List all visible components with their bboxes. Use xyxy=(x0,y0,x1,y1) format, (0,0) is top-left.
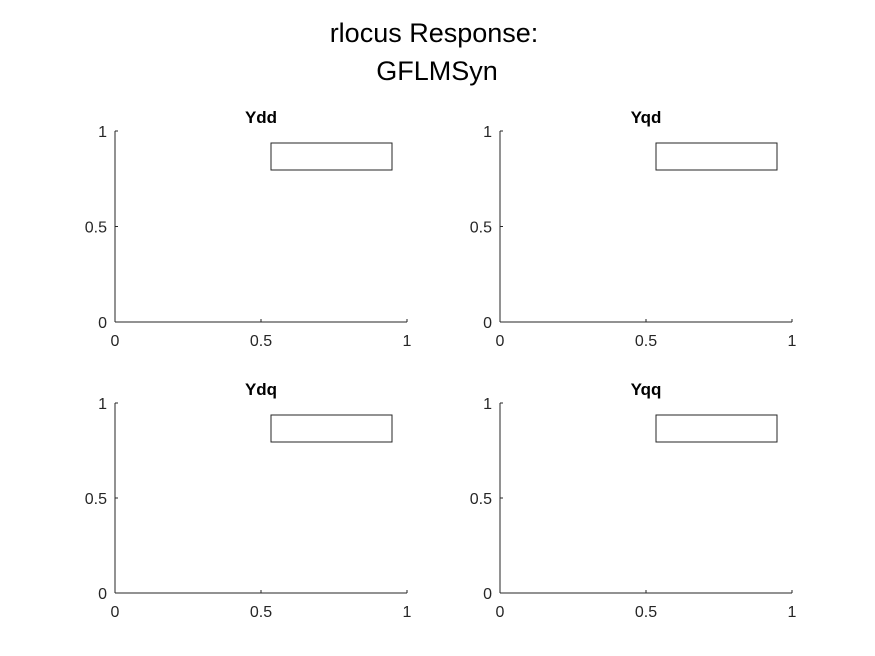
x-tick-label: 0 xyxy=(496,604,505,621)
y-tick-label: 0 xyxy=(483,315,492,332)
y-tick-label: 0.5 xyxy=(470,220,492,237)
subplot-yqq: Yqq 0 0.5 1 0 0.5 1 xyxy=(470,380,797,621)
x-tick-label: 0 xyxy=(496,333,505,350)
y-tick-label: 1 xyxy=(98,396,107,413)
subplot-ydd: Ydd 0 0.5 1 0 0.5 1 xyxy=(85,108,412,350)
subplot-yqd: Yqd 0 0.5 1 0 0.5 1 xyxy=(470,108,797,350)
y-tick-label: 1 xyxy=(483,396,492,413)
x-tick-label: 0.5 xyxy=(635,333,657,350)
x-tick-label: 1 xyxy=(788,604,797,621)
y-tick-label: 1 xyxy=(483,124,492,141)
figure-title-line2: GFLMSyn xyxy=(376,56,498,86)
legend-box xyxy=(270,414,393,443)
legend-box xyxy=(655,414,778,443)
subplot-title: Yqd xyxy=(631,108,662,127)
subplot-title: Yqq xyxy=(631,380,662,399)
x-tick-label: 1 xyxy=(403,333,412,350)
figure-title-line1: rlocus Response: xyxy=(330,18,539,48)
x-tick-label: 0.5 xyxy=(250,333,272,350)
x-tick-label: 1 xyxy=(788,333,797,350)
legend-box xyxy=(270,142,393,171)
y-tick-label: 1 xyxy=(98,124,107,141)
x-tick-label: 0.5 xyxy=(250,604,272,621)
y-tick-label: 0 xyxy=(98,586,107,603)
y-tick-label: 0 xyxy=(98,315,107,332)
x-tick-label: 0 xyxy=(111,333,120,350)
subplot-ydq: Ydq 0 0.5 1 0 0.5 1 xyxy=(85,380,412,621)
x-tick-label: 1 xyxy=(403,604,412,621)
y-tick-label: 0.5 xyxy=(85,491,107,508)
legend-box xyxy=(655,142,778,171)
y-tick-label: 0 xyxy=(483,586,492,603)
y-tick-label: 0.5 xyxy=(85,220,107,237)
subplot-title: Ydq xyxy=(245,380,277,399)
x-tick-label: 0 xyxy=(111,604,120,621)
y-tick-label: 0.5 xyxy=(470,491,492,508)
x-tick-label: 0.5 xyxy=(635,604,657,621)
subplot-title: Ydd xyxy=(245,108,277,127)
